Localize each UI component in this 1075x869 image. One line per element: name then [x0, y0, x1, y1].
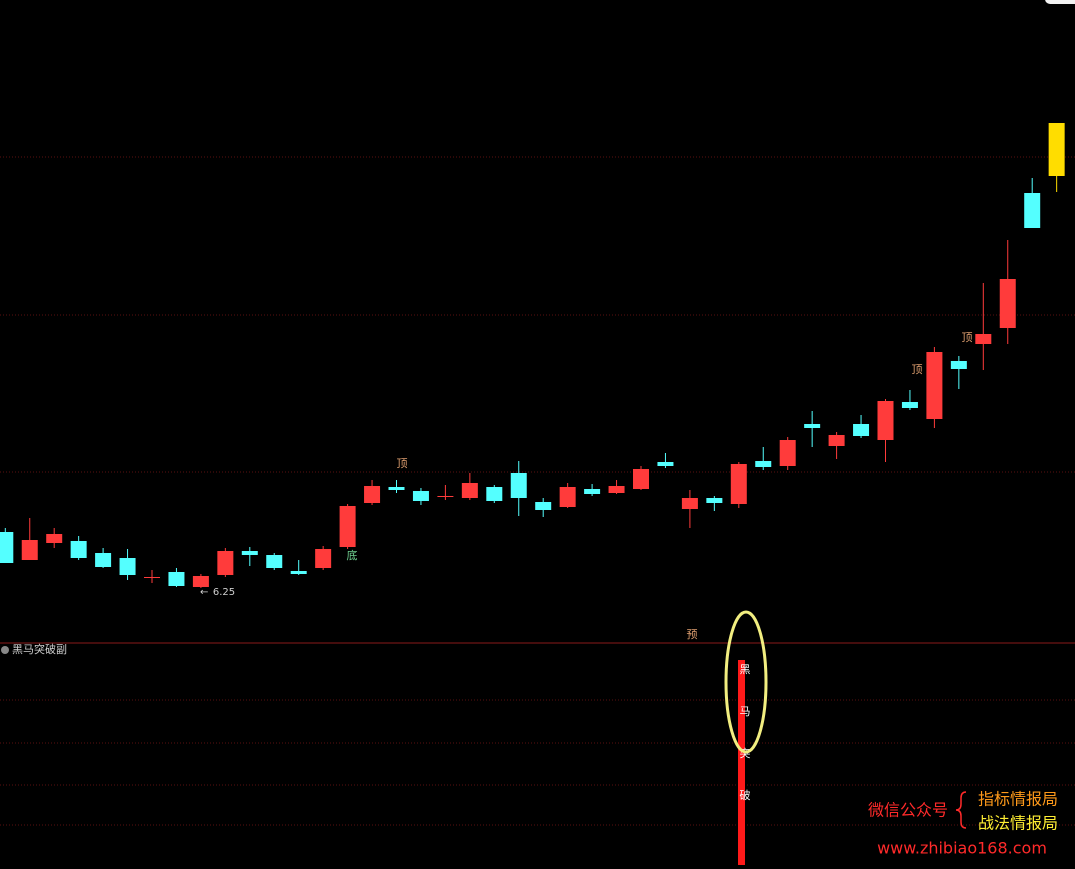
candle-body — [804, 424, 821, 428]
candle-body — [730, 464, 747, 504]
candle-body — [608, 486, 625, 493]
candle-body — [1024, 193, 1041, 228]
indicator-title: 黑马突破副 — [12, 642, 67, 656]
candle-body — [461, 483, 478, 498]
candle-body — [0, 532, 14, 563]
candle-body — [486, 487, 503, 501]
candle-body — [266, 555, 283, 568]
signal-char: 黑 — [740, 663, 751, 676]
candle-body — [364, 486, 381, 503]
candle-body — [877, 401, 894, 440]
watermark-url: www.zhibiao168.com — [877, 839, 1047, 858]
candle-body — [828, 435, 845, 446]
candle-body — [999, 279, 1016, 328]
indicator-icon — [1, 646, 9, 654]
candle-body — [241, 551, 258, 555]
candle-body — [437, 496, 454, 497]
annotation: 底 — [347, 548, 358, 562]
highlight-ellipse — [724, 610, 768, 754]
candle-body — [388, 487, 405, 490]
watermark-line2: 战法情报局 — [978, 814, 1058, 833]
candle-body — [755, 461, 772, 467]
signal-bar — [738, 660, 745, 865]
candle-body — [853, 424, 870, 436]
low-label: 6.25 — [213, 587, 235, 598]
candle-body — [70, 541, 87, 558]
annotation: 顶 — [962, 331, 973, 344]
signal-char: 马 — [740, 705, 751, 718]
candle-body — [217, 551, 234, 575]
window-corner — [1045, 0, 1075, 4]
candle-body — [315, 549, 332, 568]
candle-body — [779, 440, 796, 466]
candle-body — [950, 361, 967, 369]
candle-body — [535, 502, 552, 510]
watermark-left: 微信公众号 — [868, 801, 948, 820]
candle-body — [633, 469, 649, 489]
candle-body — [657, 462, 674, 466]
brace — [955, 791, 967, 829]
candle-body — [975, 334, 992, 344]
candle-body — [168, 572, 185, 586]
candle-body — [584, 489, 601, 494]
annotation: 顶 — [397, 457, 408, 470]
candle-body — [119, 558, 136, 575]
low-arrow: ← — [200, 587, 208, 598]
candle-body — [1048, 123, 1065, 176]
candle-body — [559, 487, 576, 507]
candle-body — [144, 577, 160, 578]
candle-body — [95, 553, 112, 567]
candle-body — [21, 540, 38, 560]
watermark-line1: 指标情报局 — [978, 790, 1058, 809]
candle-body — [901, 402, 918, 408]
candle-body — [706, 498, 723, 503]
candle-body — [681, 498, 698, 509]
warning-label: 预 — [687, 628, 698, 641]
annotation: 顶 — [912, 363, 923, 376]
candle-body — [510, 473, 527, 498]
candle-body — [926, 352, 943, 419]
candle-body — [290, 571, 307, 574]
candle-body — [46, 534, 63, 543]
candle-body — [339, 506, 356, 547]
candle-body — [192, 576, 209, 587]
grid — [0, 156, 1075, 826]
candle-body — [412, 491, 429, 501]
signal-char: 破 — [740, 788, 751, 802]
